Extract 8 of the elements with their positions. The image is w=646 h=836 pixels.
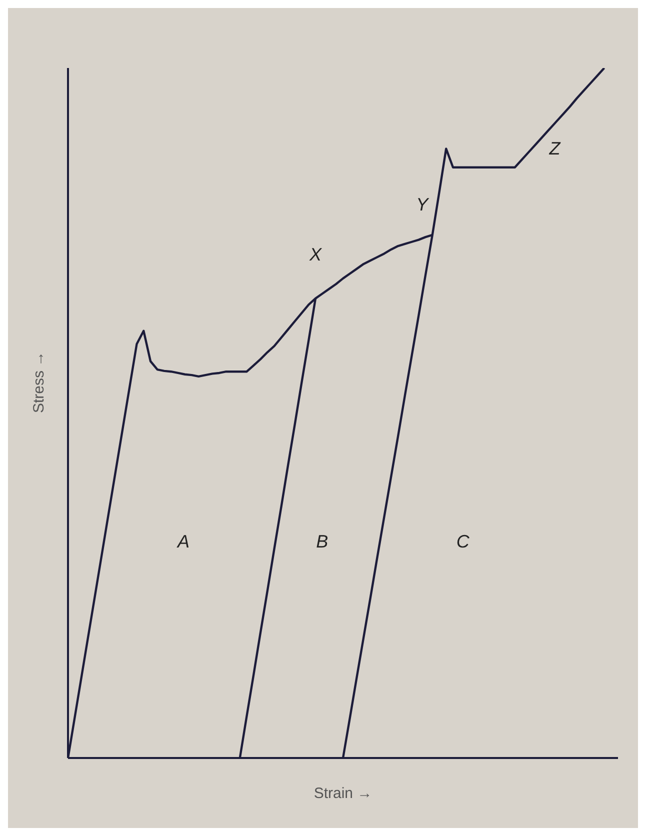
annotation: A (177, 532, 190, 553)
annotation: B (316, 532, 328, 553)
annotation: X (309, 244, 322, 266)
x-axis-title: Strain → (314, 785, 372, 802)
annotation: C (456, 532, 470, 553)
y-axis-title: Stress → (30, 351, 48, 413)
annotation: Y (416, 194, 428, 216)
annotation: Z (549, 138, 560, 160)
